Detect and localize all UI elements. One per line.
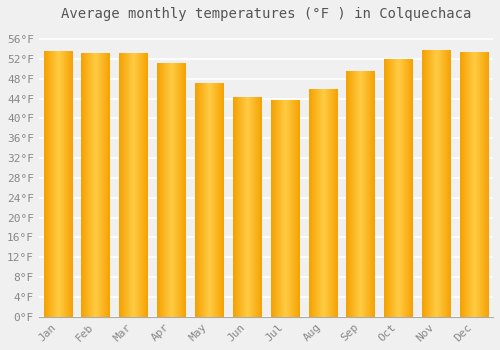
Bar — [119, 53, 148, 317]
Title: Average monthly temperatures (°F ) in Colquechaca: Average monthly temperatures (°F ) in Co… — [60, 7, 471, 21]
Bar — [82, 53, 110, 317]
Bar — [233, 98, 261, 317]
Bar — [460, 52, 488, 317]
Bar — [308, 89, 337, 317]
Bar — [270, 100, 299, 317]
Bar — [384, 59, 412, 317]
Bar — [195, 83, 224, 317]
Bar — [157, 63, 186, 317]
Bar — [346, 71, 375, 317]
Bar — [422, 50, 450, 317]
Bar — [44, 51, 72, 317]
